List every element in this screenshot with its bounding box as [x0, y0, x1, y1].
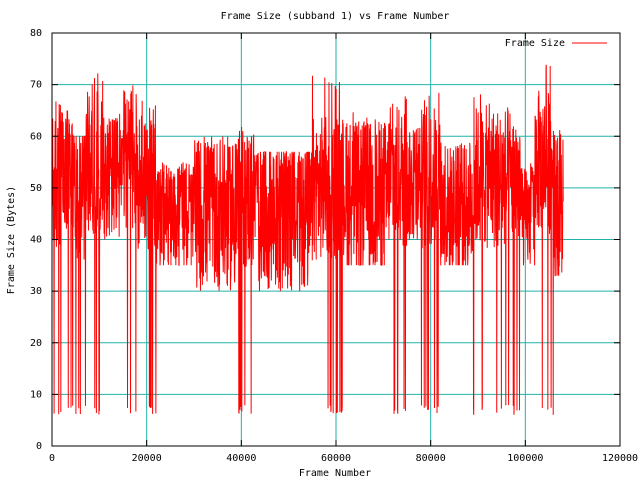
y-tick-label: 10: [30, 389, 42, 400]
x-tick-label: 0: [49, 453, 55, 464]
x-tick-label: 40000: [226, 453, 256, 464]
x-axis-label: Frame Number: [299, 468, 371, 479]
x-tick-label: 100000: [507, 453, 543, 464]
x-tick-label: 120000: [602, 453, 638, 464]
y-tick-label: 30: [30, 286, 42, 297]
y-tick-label: 60: [30, 131, 42, 142]
y-tick-label: 80: [30, 28, 42, 39]
y-tick-label: 70: [30, 80, 42, 91]
y-axis-label: Frame Size (Bytes): [6, 186, 17, 294]
x-tick-label: 60000: [321, 453, 351, 464]
plot-series: [51, 64, 564, 415]
legend-label: Frame Size: [505, 38, 565, 49]
x-tick-label: 20000: [132, 453, 162, 464]
chart-title: Frame Size (subband 1) vs Frame Number: [221, 11, 450, 22]
y-tick-label: 40: [30, 235, 42, 246]
legend: Frame Size: [505, 38, 607, 49]
y-tick-label: 0: [36, 441, 42, 452]
y-tick-label: 20: [30, 338, 42, 349]
y-tick-label: 50: [30, 183, 42, 194]
x-tick-label: 80000: [416, 453, 446, 464]
axis-ticks: 0 20000 40000 60000 80000 100000 120000 0 10 20 30…: [30, 28, 638, 464]
series-line-frame-size: [51, 64, 564, 415]
